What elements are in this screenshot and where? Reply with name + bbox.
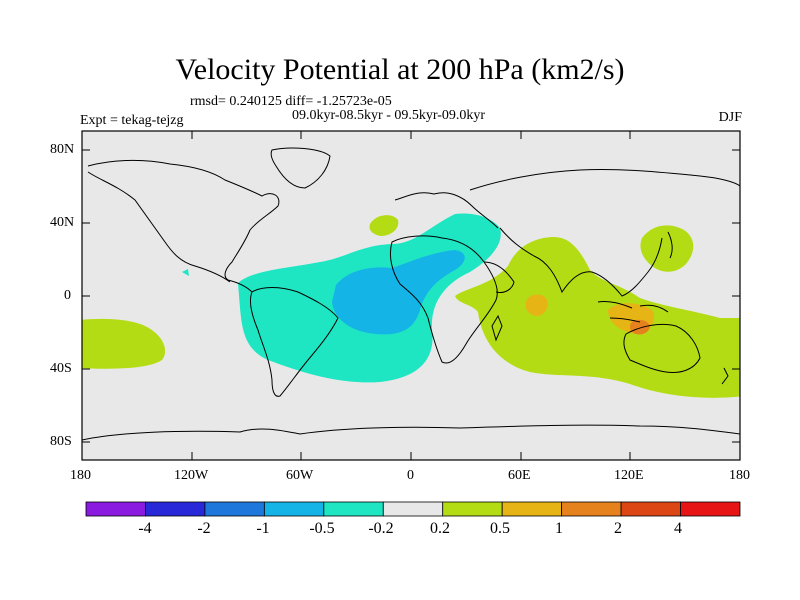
coast-south-asia (499, 227, 663, 297)
colorbar-box-9 (561, 501, 622, 517)
contour-fields (82, 147, 740, 441)
y-tick-40n: 40N (50, 215, 75, 230)
colorbar-label-2: -2 (197, 520, 211, 537)
colorbar-box-5 (323, 501, 384, 517)
x-tick-120w: 120W (174, 468, 209, 483)
colorbar-box-3 (204, 501, 265, 517)
coast-new-zealand (721, 367, 729, 385)
colorbar-box-6 (382, 501, 444, 517)
season-label: DJF (718, 110, 742, 125)
colorbar-box-2 (145, 501, 206, 517)
x-tick-180e: 180 (729, 468, 750, 483)
x-tick-60e: 60E (508, 468, 531, 483)
colorbar-label-1: -4 (138, 520, 152, 537)
y-tick-80n: 80N (50, 142, 75, 157)
coast-antarctica (82, 424, 740, 441)
x-tick-120e: 120E (614, 468, 644, 483)
positive-mid-arabian-sea (525, 294, 548, 316)
colorbar-label-4: -0.5 (309, 520, 335, 537)
period-label: 09.0kyr-08.5kyr - 09.5kyr-09.0kyr (292, 108, 486, 123)
colorbar-label-6: 0.2 (430, 520, 450, 537)
coast-africa (389, 235, 498, 364)
coast-greenland (270, 147, 331, 189)
coast-north-america (87, 159, 280, 293)
positive-weak-pacific (640, 225, 694, 272)
rmsd-label: rmsd= 0.240125 diff= -1.25723e-05 (190, 94, 392, 109)
axis-ticks (81, 131, 741, 460)
positive-weak-atlantic-blob (369, 215, 399, 236)
x-tick-0: 0 (407, 468, 414, 483)
coast-north-america-west (87, 171, 231, 283)
positive-weak-region (455, 236, 740, 398)
experiment-label: Expt = tekag-tejzg (80, 113, 184, 128)
colorbar-label-3: -1 (256, 520, 270, 537)
colorbar-label-9: 2 (614, 520, 622, 537)
y-tick-40s: 40S (50, 361, 72, 376)
colorbar-label-5: -0.2 (368, 520, 394, 537)
coast-japan (667, 231, 673, 259)
colorbar-label-7: 0.5 (490, 520, 510, 537)
coast-arabia (483, 261, 515, 293)
coast-australia (623, 323, 701, 373)
colorbar-box-10 (620, 501, 681, 517)
coast-madagascar (491, 314, 503, 342)
negative-weak-patch (182, 269, 189, 276)
positive-weak-south-pacific (82, 318, 166, 369)
coast-indonesia (597, 301, 669, 323)
coast-asia (469, 168, 740, 191)
y-tick-0: 0 (64, 288, 71, 303)
colorbar-box-7 (442, 501, 503, 517)
negative-mid-region (332, 250, 465, 335)
x-tick-180w: 180 (70, 468, 91, 483)
map-title: Velocity Potential at 200 hPa (km2/s) (175, 53, 625, 86)
colorbar-label-10: 4 (674, 520, 682, 537)
colorbar-box-4 (263, 501, 325, 517)
coast-south-america (249, 287, 339, 397)
positive-strong-core (629, 319, 650, 335)
colorbar-box-11 (680, 501, 741, 517)
x-tick-60w: 60W (286, 468, 314, 483)
colorbar (85, 501, 741, 517)
y-tick-80s: 80S (50, 434, 72, 449)
colorbar-box-1 (85, 501, 146, 517)
coastlines (82, 147, 740, 441)
colorbar-label-8: 1 (555, 520, 563, 537)
colorbar-box-8 (501, 501, 563, 517)
coast-europe (394, 192, 499, 229)
